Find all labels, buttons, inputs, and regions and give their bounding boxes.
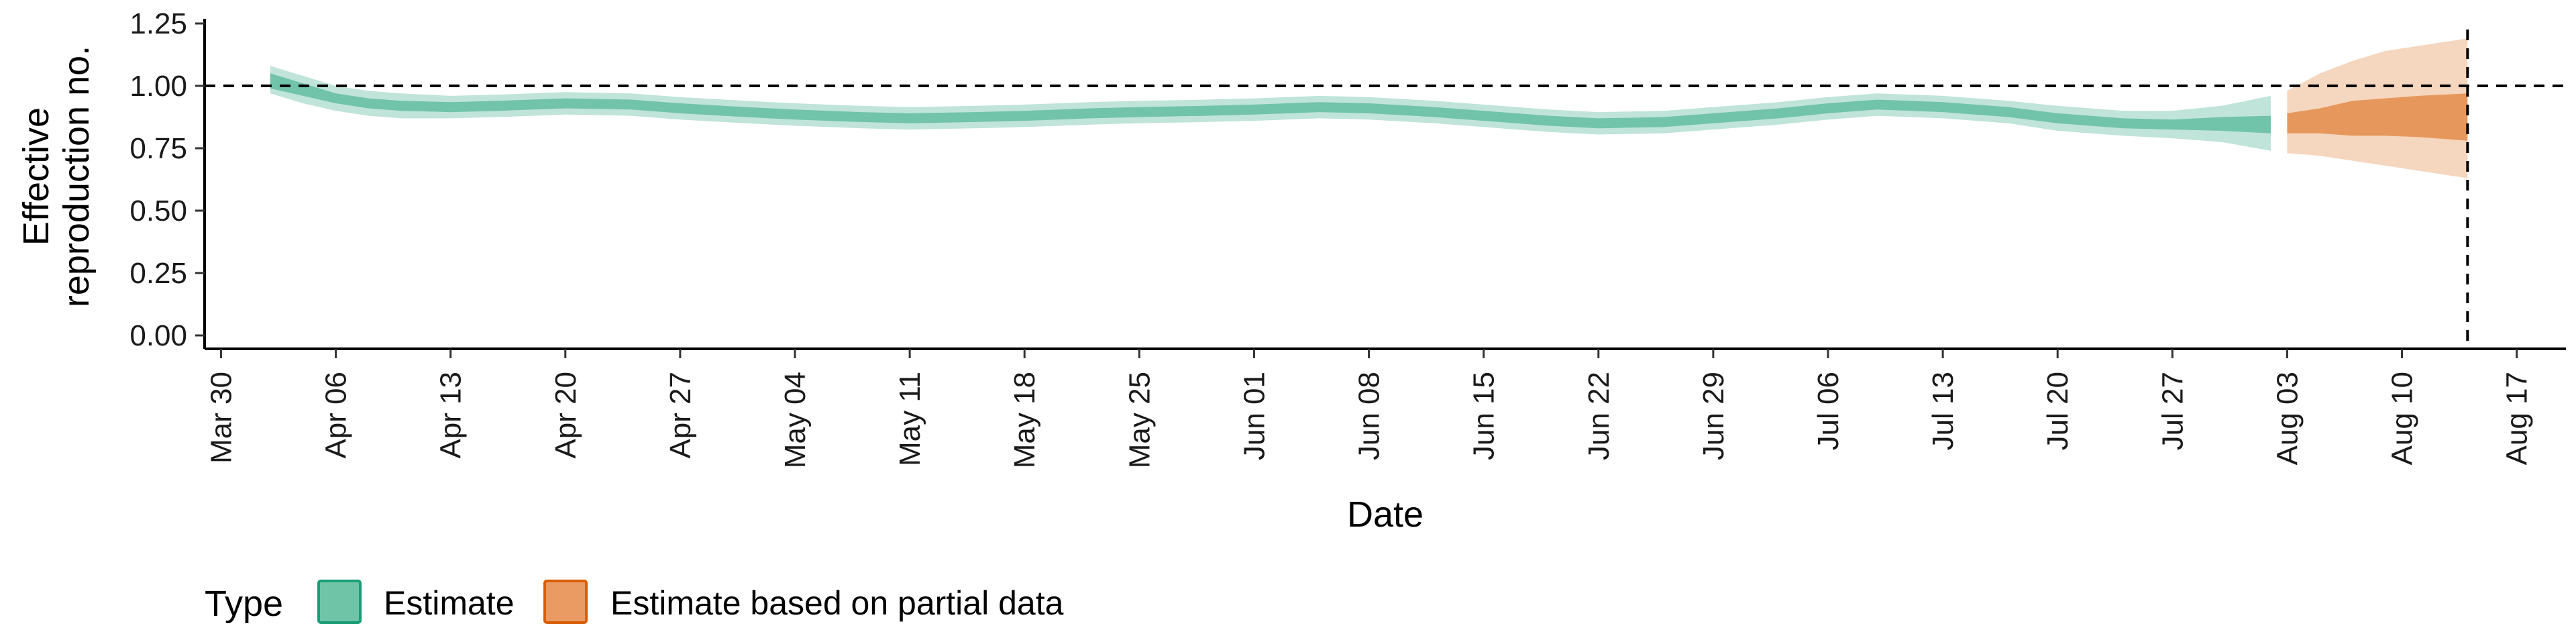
axes <box>203 19 2566 350</box>
x-tick-label: May 18 <box>1008 372 1041 468</box>
x-tick-label: May 25 <box>1123 372 1156 468</box>
y-axis-title-line2: reproduction no. <box>56 46 97 307</box>
partial-band-50 <box>2287 93 2468 141</box>
x-tick-label: May 11 <box>894 372 926 466</box>
x-tick-label: May 04 <box>779 372 812 468</box>
y-tick-label: 1.25 <box>129 7 187 40</box>
x-tick-label: Jun 29 <box>1697 372 1730 460</box>
y-tick-label: 0.25 <box>129 257 187 290</box>
x-tick-label: Jul 13 <box>1927 372 1960 450</box>
x-tick-label: Apr 13 <box>435 372 468 459</box>
legend-label-partial: Estimate based on partial data <box>610 584 1064 622</box>
x-tick-label: Aug 03 <box>2271 372 2304 465</box>
x-tick-label: Jul 27 <box>2156 372 2189 450</box>
legend-key-estimate <box>317 580 362 624</box>
x-tick-label: Apr 06 <box>320 372 353 459</box>
x-axis-title: Date <box>1347 494 1424 535</box>
x-tick-label: Jul 06 <box>1812 372 1845 450</box>
legend-title: Type <box>205 584 283 624</box>
estimate-band-50 <box>270 73 2271 133</box>
x-tick-label: Aug 10 <box>2386 372 2419 465</box>
legend: Type Estimate Estimate based on partial … <box>205 580 1064 624</box>
y-tick-label: 0.50 <box>129 195 187 227</box>
legend-key-partial <box>543 580 588 624</box>
y-axis-ticks: 0.00 0.25 0.50 0.75 1.00 1.25 <box>129 7 205 352</box>
x-tick-label: Jun 22 <box>1582 372 1615 460</box>
y-axis-title-line1: Effective <box>16 107 56 246</box>
estimate-band-90 <box>270 66 2271 151</box>
x-axis-ticks: Mar 30 Apr 06 Apr 13 Apr 20 Apr 27 May 04 May … <box>205 349 2534 468</box>
x-tick-label: Jun 08 <box>1353 372 1386 460</box>
x-tick-label: Apr 27 <box>664 372 697 459</box>
legend-label-estimate: Estimate <box>384 584 515 622</box>
x-tick-label: Jun 01 <box>1238 372 1271 460</box>
x-tick-label: Apr 20 <box>549 372 582 459</box>
x-tick-label: Jul 20 <box>2041 372 2074 450</box>
uncertainty-bands <box>270 38 2468 178</box>
y-tick-label: 1.00 <box>129 70 187 103</box>
x-tick-label: Aug 17 <box>2501 372 2534 465</box>
y-tick-label: 0.00 <box>129 319 187 352</box>
y-tick-label: 0.75 <box>129 132 187 165</box>
x-tick-label: Mar 30 <box>205 372 237 464</box>
reference-lines <box>205 30 2566 349</box>
x-tick-label: Jun 15 <box>1468 372 1501 460</box>
